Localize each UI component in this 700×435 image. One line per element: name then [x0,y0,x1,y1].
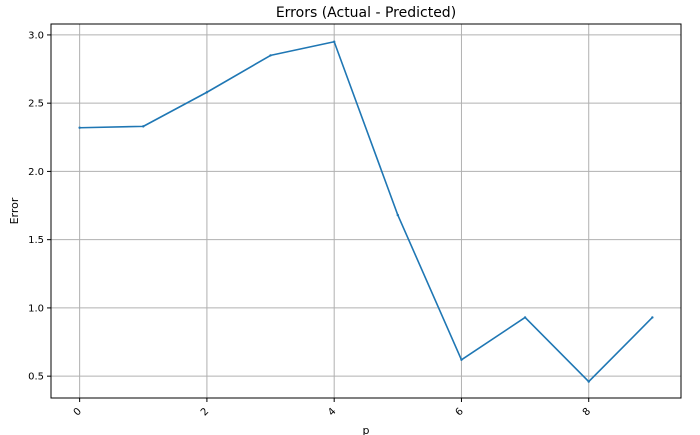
data-point [78,126,81,129]
x-tick-label: 6 [454,406,466,418]
data-point [142,125,145,128]
y-axis: 0.5 1.0 1.5 2.0 2.5 3.0 [28,30,51,383]
data-point [460,358,463,361]
x-axis: 0 2 4 6 8 [72,398,593,418]
y-tick-label: 2.0 [28,167,44,178]
plot-frame [50,23,682,399]
data-point [205,91,209,94]
data-point [269,54,272,57]
data-point [651,316,654,319]
y-tick-label: 3.0 [28,30,44,41]
y-tick-label: 0.5 [28,372,44,383]
series-layer [78,40,654,383]
x-tick-label: 4 [326,406,338,418]
y-tick-label: 1.5 [28,235,44,246]
data-point [396,213,400,217]
x-tick-label: 8 [581,406,593,418]
grid [51,24,681,398]
chart-title: Errors (Actual - Predicted) [276,5,456,21]
series-line [79,40,653,383]
x-tick-label: 0 [72,406,84,418]
x-axis-label: p [363,424,370,435]
data-point [523,316,527,319]
data-point [587,380,590,383]
y-tick-label: 2.5 [28,99,44,110]
y-axis-label: Error [8,197,21,224]
x-tick-label: 2 [199,406,211,418]
data-point [332,40,336,43]
y-tick-label: 1.0 [28,303,44,314]
